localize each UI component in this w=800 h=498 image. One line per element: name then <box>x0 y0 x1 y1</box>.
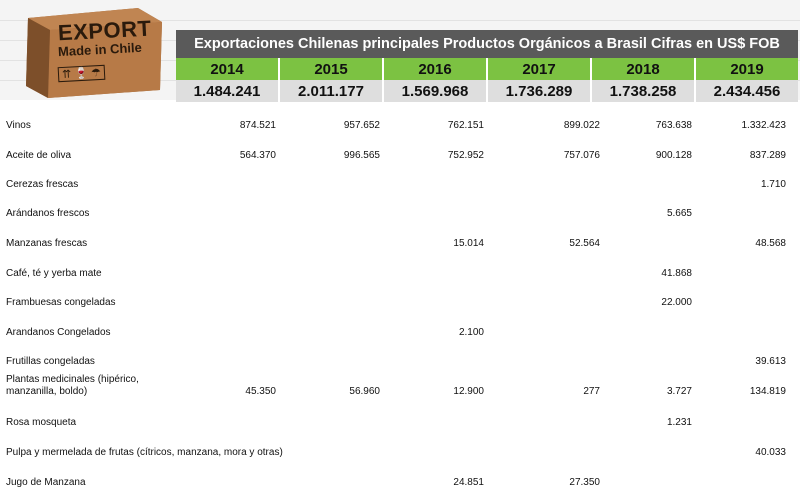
year-header: 2016 <box>382 58 486 80</box>
value-cell: 52.564 <box>569 238 600 249</box>
value-cell: 752.952 <box>447 150 484 161</box>
export-box-logo: EXPORT Made in Chile ⇈ 🍷 ☂ <box>20 4 170 100</box>
year-header-row: 2014 2015 2016 2017 2018 2019 <box>176 58 798 80</box>
value-cell: 2.100 <box>458 327 484 338</box>
year-total: 1.569.968 <box>382 80 486 102</box>
product-label: Rosa mosqueta <box>6 417 77 428</box>
year-header: 2014 <box>176 58 278 80</box>
totals-row: 1.484.241 2.011.177 1.569.968 1.736.289 … <box>176 80 798 102</box>
value-cell: 27.350 <box>569 477 600 488</box>
year-total: 1.484.241 <box>176 80 278 102</box>
value-cell: 45.350 <box>245 386 276 397</box>
product-label: Aceite de oliva <box>6 150 72 161</box>
value-cell: 40.033 <box>755 447 786 458</box>
table-title: Exportaciones Chilenas principales Produ… <box>176 30 798 58</box>
product-label: Plantas medicinales (hipérico, manzanill… <box>6 374 139 397</box>
value-cell: 899.022 <box>563 120 600 131</box>
product-label: Vinos <box>6 120 31 131</box>
value-cell: 757.076 <box>563 150 600 161</box>
value-cell: 134.819 <box>749 386 786 397</box>
value-cell: 1.332.423 <box>741 120 787 131</box>
product-label: Cerezas frescas <box>6 179 79 190</box>
value-cell: 1.710 <box>760 179 786 190</box>
year-total: 2.434.456 <box>694 80 798 102</box>
value-cell: 957.652 <box>343 120 380 131</box>
product-label: Arándanos frescos <box>6 208 90 219</box>
product-label: Pulpa y mermelada de frutas (cítricos, m… <box>6 447 283 458</box>
product-label: Café, té y yerba mate <box>6 268 102 279</box>
value-cell: 900.128 <box>655 150 692 161</box>
value-cell: 874.521 <box>239 120 276 131</box>
year-total: 1.738.258 <box>590 80 694 102</box>
logo-handling-icons: ⇈ 🍷 ☂ <box>57 64 106 83</box>
value-cell: 762.151 <box>447 120 484 131</box>
product-label: Jugo de Manzana <box>6 477 86 488</box>
year-header: 2018 <box>590 58 694 80</box>
year-header: 2017 <box>486 58 590 80</box>
value-cell: 5.665 <box>666 208 692 219</box>
product-label: Frambuesas congeladas <box>6 297 116 308</box>
value-cell: 12.900 <box>453 386 484 397</box>
value-cell: 39.613 <box>755 356 786 367</box>
value-cell: 837.289 <box>749 150 786 161</box>
value-cell: 3.727 <box>666 386 692 397</box>
value-cell: 1.231 <box>666 417 692 428</box>
value-cell: 56.960 <box>349 386 380 397</box>
product-label: Arandanos Congelados <box>6 327 111 338</box>
value-cell: 48.568 <box>755 238 786 249</box>
value-cell: 277 <box>583 386 600 397</box>
value-cell: 996.565 <box>343 150 380 161</box>
product-label: Manzanas frescas <box>6 238 88 249</box>
year-header: 2015 <box>278 58 382 80</box>
value-cell: 24.851 <box>453 477 484 488</box>
value-cell: 15.014 <box>453 238 484 249</box>
value-cell: 763.638 <box>655 120 692 131</box>
value-cell: 22.000 <box>661 297 692 308</box>
value-cell: 564.370 <box>239 150 276 161</box>
year-total: 2.011.177 <box>278 80 382 102</box>
year-total: 1.736.289 <box>486 80 590 102</box>
year-header: 2019 <box>694 58 798 80</box>
product-label: Frutillas congeladas <box>6 356 95 367</box>
value-cell: 41.868 <box>661 268 692 279</box>
